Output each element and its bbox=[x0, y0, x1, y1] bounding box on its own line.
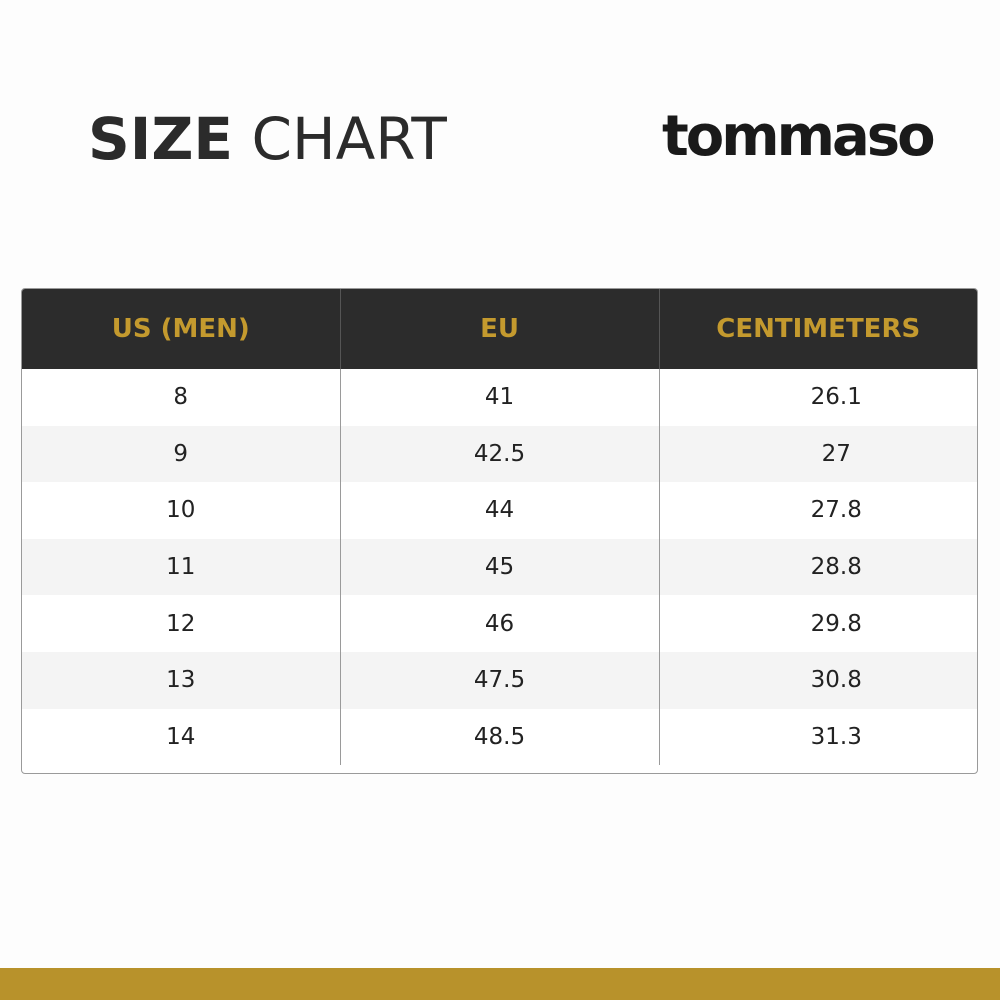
cell-cm: 27 bbox=[658, 425, 977, 483]
cell-us: 10 bbox=[166, 497, 196, 524]
cell-cm: 31.3 bbox=[658, 708, 977, 766]
column-header-eu: EU bbox=[339, 289, 659, 369]
table-row: 14 48.5 31.3 bbox=[22, 708, 977, 766]
bottom-accent-bar bbox=[0, 968, 1000, 1000]
cell-us: 12 bbox=[166, 610, 196, 637]
table-row: 8 41 26.1 bbox=[22, 369, 977, 426]
cell-us: 14 bbox=[166, 723, 196, 750]
cell-eu: 47.5 bbox=[339, 651, 659, 709]
cell-us: 8 bbox=[173, 384, 189, 411]
size-table-container: US (MEN) EU CENTIMETERS 8 41 26.1 9 42.5… bbox=[21, 288, 978, 774]
cell-us: 9 bbox=[173, 440, 189, 467]
table-row: 11 45 28.8 bbox=[22, 538, 977, 596]
brand-logo: tommaso bbox=[662, 104, 936, 169]
size-table: US (MEN) EU CENTIMETERS 8 41 26.1 9 42.5… bbox=[22, 289, 977, 766]
cell-eu: 45 bbox=[339, 538, 659, 596]
cell-eu: 46 bbox=[339, 595, 659, 652]
cell-cm: 29.8 bbox=[658, 595, 977, 652]
table-row: 13 47.5 30.8 bbox=[22, 651, 977, 709]
table-header-row: US (MEN) EU CENTIMETERS bbox=[22, 289, 977, 369]
title-bold-word: SIZE bbox=[88, 105, 234, 173]
cell-us: 11 bbox=[166, 554, 196, 581]
cell-us: 13 bbox=[166, 667, 196, 694]
table-row: 10 44 27.8 bbox=[22, 482, 977, 539]
page-title: SIZE CHART bbox=[88, 104, 447, 174]
cell-cm: 27.8 bbox=[658, 482, 977, 539]
cell-eu: 42.5 bbox=[339, 425, 659, 483]
column-header-cm: CENTIMETERS bbox=[658, 289, 977, 369]
cell-cm: 30.8 bbox=[658, 651, 977, 709]
cell-cm: 28.8 bbox=[658, 538, 977, 596]
table-row: 9 42.5 27 bbox=[22, 425, 977, 483]
cell-eu: 44 bbox=[339, 482, 659, 539]
table-row: 12 46 29.8 bbox=[22, 595, 977, 652]
cell-eu: 48.5 bbox=[339, 708, 659, 766]
cell-eu: 41 bbox=[339, 369, 659, 426]
title-light-word: CHART bbox=[251, 105, 447, 173]
cell-cm: 26.1 bbox=[658, 369, 977, 426]
column-header-us: US (MEN) bbox=[111, 314, 250, 344]
